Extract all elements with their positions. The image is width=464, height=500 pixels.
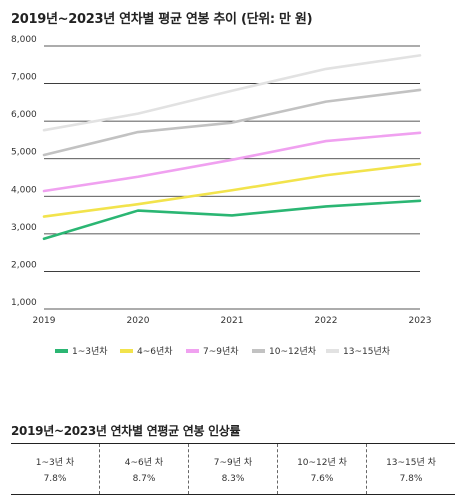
y-tick-label: 2,000 xyxy=(11,260,37,270)
rate-label: 7~9년 차 xyxy=(213,457,253,468)
legend-label: 13~15년차 xyxy=(343,347,391,357)
legend-label: 1~3년차 xyxy=(72,347,108,357)
y-tick-label: 7,000 xyxy=(11,73,37,83)
rate-label: 10~12년 차 xyxy=(297,457,347,468)
rate-column: 13~15년 차 7.8% xyxy=(366,444,455,494)
legend-item: 4~6년차 xyxy=(120,344,173,357)
legend-swatch xyxy=(186,348,199,353)
x-tick-label: 2020 xyxy=(127,316,150,326)
chart-legend: 1~3년차 4~6년차 7~9년차 10~12년차 13~15년차 xyxy=(0,344,464,358)
rate-column: 7~9년 차 8.3% xyxy=(188,444,277,494)
rate-value: 7.6% xyxy=(310,473,334,484)
series-line xyxy=(42,88,422,157)
legend-item: 13~15년차 xyxy=(326,344,390,357)
x-tick-label: 2019 xyxy=(33,316,56,326)
legend-label: 4~6년차 xyxy=(137,347,173,357)
rate-label: 1~3년 차 xyxy=(35,457,75,468)
x-tick-label: 2023 xyxy=(409,316,432,326)
x-tick-label: 2022 xyxy=(315,316,338,326)
table-title: 2019년~2023년 연차별 연평균 연봉 인상률 xyxy=(11,424,241,438)
rate-value: 7.8% xyxy=(43,473,67,484)
y-tick-label: 1,000 xyxy=(11,298,37,308)
series-line xyxy=(42,162,422,218)
series-line xyxy=(42,54,422,132)
series-line xyxy=(42,131,422,193)
legend-swatch xyxy=(326,348,339,353)
legend-item: 1~3년차 xyxy=(55,344,108,357)
legend-swatch xyxy=(120,348,133,353)
rate-label: 4~6년 차 xyxy=(124,457,164,468)
legend-label: 7~9년차 xyxy=(203,347,239,357)
rate-value: 7.8% xyxy=(399,473,423,484)
y-tick-label: 6,000 xyxy=(11,110,37,120)
chart-title: 2019년~2023년 연차별 평균 연봉 추이 (단위: 만 원) xyxy=(11,12,313,27)
x-tick-label: 2021 xyxy=(221,316,244,326)
legend-item: 7~9년차 xyxy=(186,344,239,357)
legend-item: 10~12년차 xyxy=(252,344,316,357)
rate-value: 8.7% xyxy=(132,473,156,484)
y-tick-label: 4,000 xyxy=(11,185,37,195)
legend-label: 10~12년차 xyxy=(269,347,317,357)
rate-column: 1~3년 차 7.8% xyxy=(11,444,99,494)
rate-table: 1~3년 차 7.8% 4~6년 차 8.7% 7~9년 차 8.3% 10~12년 차 7.… xyxy=(11,443,455,495)
rate-column: 4~6년 차 8.7% xyxy=(99,444,188,494)
y-tick-label: 3,000 xyxy=(11,223,37,233)
legend-swatch xyxy=(252,348,265,353)
series-line xyxy=(42,199,422,241)
rate-value: 8.3% xyxy=(221,473,245,484)
y-tick-label: 8,000 xyxy=(11,35,37,45)
y-tick-label: 5,000 xyxy=(11,148,37,158)
rate-label: 13~15년 차 xyxy=(386,457,436,468)
rate-column: 10~12년 차 7.6% xyxy=(277,444,366,494)
legend-swatch xyxy=(55,348,68,353)
line-chart: 1,000 2,000 3,000 4,000 5,000 6,000 7,000 8,000… xyxy=(11,35,432,326)
